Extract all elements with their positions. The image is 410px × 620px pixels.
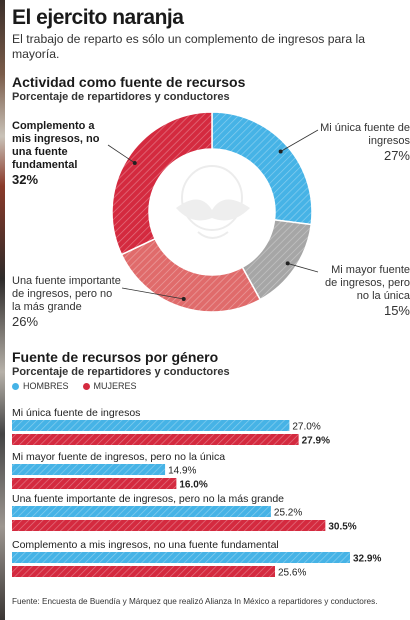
legend-item-mujeres: MUJERES	[82, 381, 137, 391]
page-title: El ejercito naranja	[12, 6, 184, 29]
label-unica-text: Mi única fuente de ingresos	[320, 122, 410, 147]
section2-title: Fuente de recursos por género	[12, 349, 219, 365]
bar-hatch-hombres	[12, 506, 271, 517]
connector-line-importante	[121, 287, 184, 300]
bar-hatch-hombres	[12, 464, 166, 475]
legend: HOMBRES MUJERES	[12, 381, 137, 391]
donut-slice-hatch-unica	[212, 112, 312, 225]
label-importante-text: Una fuente importante de ingresos, pero …	[12, 275, 121, 313]
label-complemento: Complemento a mis ingresos, no una fuent…	[12, 120, 112, 186]
legend-dot-mujeres	[82, 382, 90, 390]
connector-dot-complemento	[132, 160, 137, 165]
connector-dot-unica	[278, 149, 283, 154]
section1-subtitle: Porcentaje de repartidores y conductores	[12, 91, 230, 103]
bar-value-label: 30.5%	[328, 522, 356, 533]
label-mayor-pct: 15%	[383, 303, 410, 318]
donut-slice-hatch-importante	[121, 238, 261, 312]
connector-dot-importante	[181, 297, 186, 302]
page-subtitle: El trabajo de reparto es sólo un complem…	[12, 32, 365, 61]
photo-edge-strip	[0, 0, 5, 620]
label-unica: Mi única fuente de ingresos 27%	[318, 122, 410, 162]
connector-dot-mayor	[285, 261, 290, 266]
category-label: Complemento a mis ingresos, no una fuent…	[12, 539, 279, 551]
category-label: Una fuente importante de ingresos, pero …	[12, 493, 284, 505]
source-note: Fuente: Encuesta de Buendía y Márquez qu…	[12, 597, 378, 606]
bar-value-label: 32.9%	[353, 554, 381, 565]
bar-hatch-mujeres	[12, 520, 326, 531]
bar-hatch-hombres	[12, 420, 290, 431]
label-complemento-pct: 32%	[12, 172, 39, 187]
legend-item-hombres: HOMBRES	[12, 381, 69, 391]
bar-value-label: 27.0%	[292, 422, 320, 433]
label-importante-pct: 26%	[12, 314, 39, 329]
bar-hatch-mujeres	[12, 434, 299, 445]
label-importante: Una fuente importante de ingresos, pero …	[12, 275, 122, 328]
bar-value-label: 25.6%	[278, 568, 306, 579]
connector-line-unica	[280, 129, 319, 152]
eagle-watermark	[176, 165, 250, 239]
legend-label-mujeres: MUJERES	[93, 381, 137, 391]
donut-slice-hatch-complemento	[111, 112, 212, 255]
bar-value-label: 25.2%	[274, 508, 302, 519]
bar-value-label: 16.0%	[179, 480, 207, 491]
category-label: Mi única fuente de ingresos	[12, 407, 140, 419]
bar-hatch-mujeres	[12, 566, 276, 577]
bar-hatch-mujeres	[12, 478, 177, 489]
legend-dot-hombres	[12, 382, 19, 390]
donut-chart	[107, 111, 319, 313]
label-complemento-text: Complemento a mis ingresos, no una fuent…	[12, 120, 100, 171]
connector-line-complemento	[107, 144, 135, 164]
label-unica-pct: 27%	[383, 148, 410, 163]
category-label: Mi mayor fuente de ingresos, pero no la …	[12, 451, 225, 463]
bar-value-label: 27.9%	[302, 436, 330, 447]
label-mayor-text: Mi mayor fuente de ingresos, pero no la …	[325, 264, 410, 302]
section2-subtitle: Porcentaje de repartidores y conductores	[12, 366, 230, 378]
gender-bar-chart: Mi única fuente de ingresos 27.0% 27.9% Mi …	[12, 407, 381, 579]
label-mayor: Mi mayor fuente de ingresos, pero no la …	[318, 264, 410, 317]
donut-slice-hatch-mayor	[242, 219, 312, 300]
bar-value-label: 14.9%	[168, 466, 196, 477]
legend-label-hombres: HOMBRES	[23, 381, 69, 391]
connector-line-mayor	[287, 263, 319, 273]
section1-title: Actividad como fuente de recursos	[12, 74, 246, 90]
bar-hatch-hombres	[12, 552, 350, 563]
